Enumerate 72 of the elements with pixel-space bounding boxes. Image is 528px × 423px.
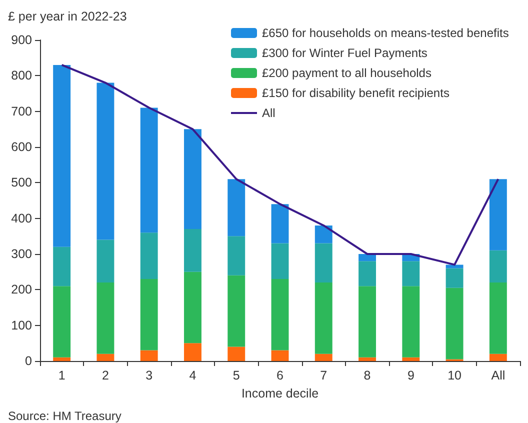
bar [314,282,332,354]
y-tick-label: 300 [11,247,32,261]
y-tick-label: 0 [25,354,32,368]
y-tick-label: 100 [11,318,32,332]
bar [402,261,420,286]
bar [358,286,376,358]
x-tick-label: 6 [276,368,284,382]
bar [96,82,114,240]
bar [314,243,332,283]
bar [358,254,376,262]
bar [53,357,71,361]
bar [53,64,71,247]
bar [271,243,289,279]
legend-label: All [262,106,276,120]
bar [96,240,114,283]
bar [140,108,158,233]
bar [271,204,289,244]
y-tick-label: 800 [11,68,32,83]
bar [358,261,376,286]
x-tick-label: 1 [58,368,66,382]
legend-label: £200 payment to all households [262,66,432,80]
legend-label: £300 for Winter Fuel Payments [262,46,428,60]
x-tick-label: 10 [448,368,462,382]
bar [446,268,464,288]
source-note: Source: HM Treasury [8,409,122,423]
x-tick-label: All [491,368,506,382]
bar [446,264,464,268]
y-tick-label: 200 [11,282,32,297]
y-tick-label: 400 [11,211,32,226]
bar [53,246,71,286]
x-tick-label: 3 [146,368,153,382]
y-tick-label: 500 [11,176,32,190]
bar [228,275,246,347]
bar [489,179,507,250]
y-tick-label: 900 [11,33,32,47]
bar [228,346,246,361]
bar [140,278,158,350]
bar [358,357,376,361]
bar [184,129,202,230]
bar [184,343,202,361]
x-tick-label: 8 [364,368,371,382]
x-axis-title: Income decile [241,386,319,400]
bar [314,225,332,244]
bar [489,354,507,361]
x-tick-label: 5 [232,368,240,382]
bar [489,282,507,354]
bar [184,229,202,272]
bar [489,250,507,283]
x-tick-label: 9 [407,368,414,382]
bar [184,272,202,344]
bar [314,354,332,361]
bar [228,236,246,276]
bar [402,357,420,361]
x-tick-label: 4 [189,368,196,382]
bar [140,350,158,361]
bar [446,288,464,360]
bar [140,232,158,279]
bar [53,286,71,358]
y-tick-label: 600 [11,140,32,154]
bar [271,278,289,350]
x-tick-label: 2 [102,368,109,382]
bar [96,282,114,354]
bar [228,179,246,236]
legend-label: £650 for households on means-tested benefits [262,26,509,40]
bar [96,354,114,361]
legend-label: £150 for disability benefit recipients [262,86,450,100]
line-series [60,64,500,266]
bar [402,286,420,358]
bar [271,350,289,361]
y-tick-label: 700 [11,104,32,118]
y-axis-title: £ per year in 2022-23 [8,10,127,24]
x-tick-label: 7 [320,368,328,382]
